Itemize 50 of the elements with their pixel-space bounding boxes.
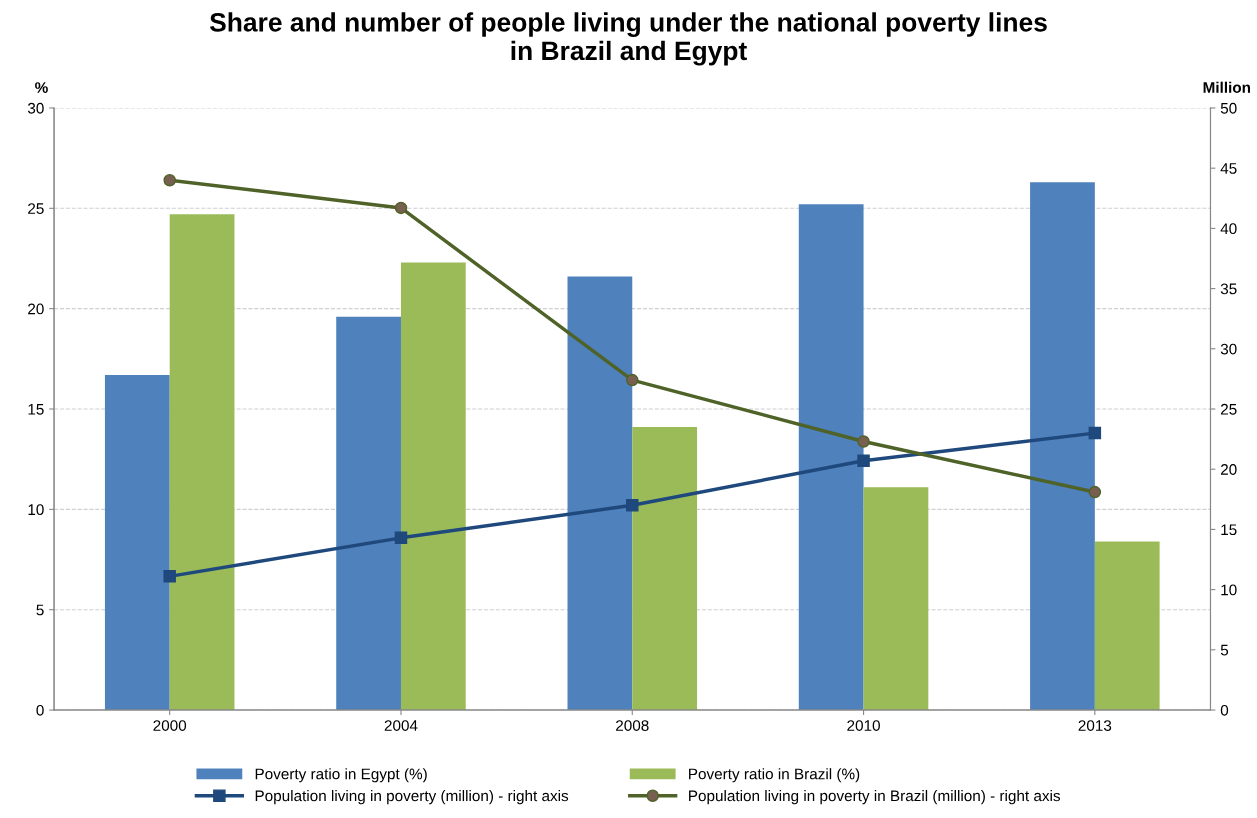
legend-label: Population living in poverty (million) - right axis [255,790,569,805]
y-tick-label: 20 [28,303,44,315]
bar [632,427,698,711]
y2-tick-label: 20 [1220,464,1237,475]
y-tick-label: 15 [28,404,44,415]
bar [1030,182,1095,711]
y2-tick-label: 50 [1220,102,1237,114]
y-tick-label: 30 [27,102,44,114]
bar [336,316,401,711]
y-tick-label: 0 [36,704,44,716]
y2-tick-label: 10 [1221,584,1237,596]
y2-tick-label: 45 [1220,163,1237,174]
point [163,570,176,583]
y-tick-label: 25 [28,203,44,214]
y2-tick-label: 5 [1220,644,1229,656]
y2-axis-title: Million [1203,81,1251,93]
x-tick-label: 2013 [1078,720,1112,731]
y-tick-label: 5 [36,604,44,616]
bar [567,276,633,711]
point [394,531,408,545]
point [1088,485,1102,499]
x-tick-label: 2008 [616,720,649,731]
x-tick-label: 2010 [847,720,880,731]
y2-tick-label: 35 [1220,283,1237,295]
legend-label: Poverty ratio in Brazil (%) [689,768,860,783]
x-tick-label: 2000 [153,720,187,731]
bar [863,487,929,711]
x-tick-label: 2004 [384,720,418,731]
bar [400,262,466,711]
y-tick-label: 10 [28,504,44,516]
chart-title: Share and number of people living under the national poverty lines in Brazil and Egypt [209,12,1047,66]
bar [169,214,235,711]
legend-label: Poverty ratio in Egypt (%) [255,768,427,783]
point [626,499,639,512]
legend-label: Population living in poverty in Brazil (million) - right axis [689,790,1061,805]
point [857,435,870,448]
y2-tick-label: 40 [1220,223,1237,235]
y2-tick-label: 15 [1221,524,1237,536]
bar [798,204,864,711]
y2-tick-label: 25 [1220,403,1237,415]
y2-tick-label: 30 [1220,343,1237,355]
bar [1094,541,1160,711]
bar [104,374,170,711]
point [857,454,870,468]
y2-tick-label: 0 [1220,704,1229,716]
point [1088,426,1102,440]
point [163,173,176,187]
y-axis-title: % [35,82,48,93]
point [626,373,639,387]
point [394,201,408,215]
